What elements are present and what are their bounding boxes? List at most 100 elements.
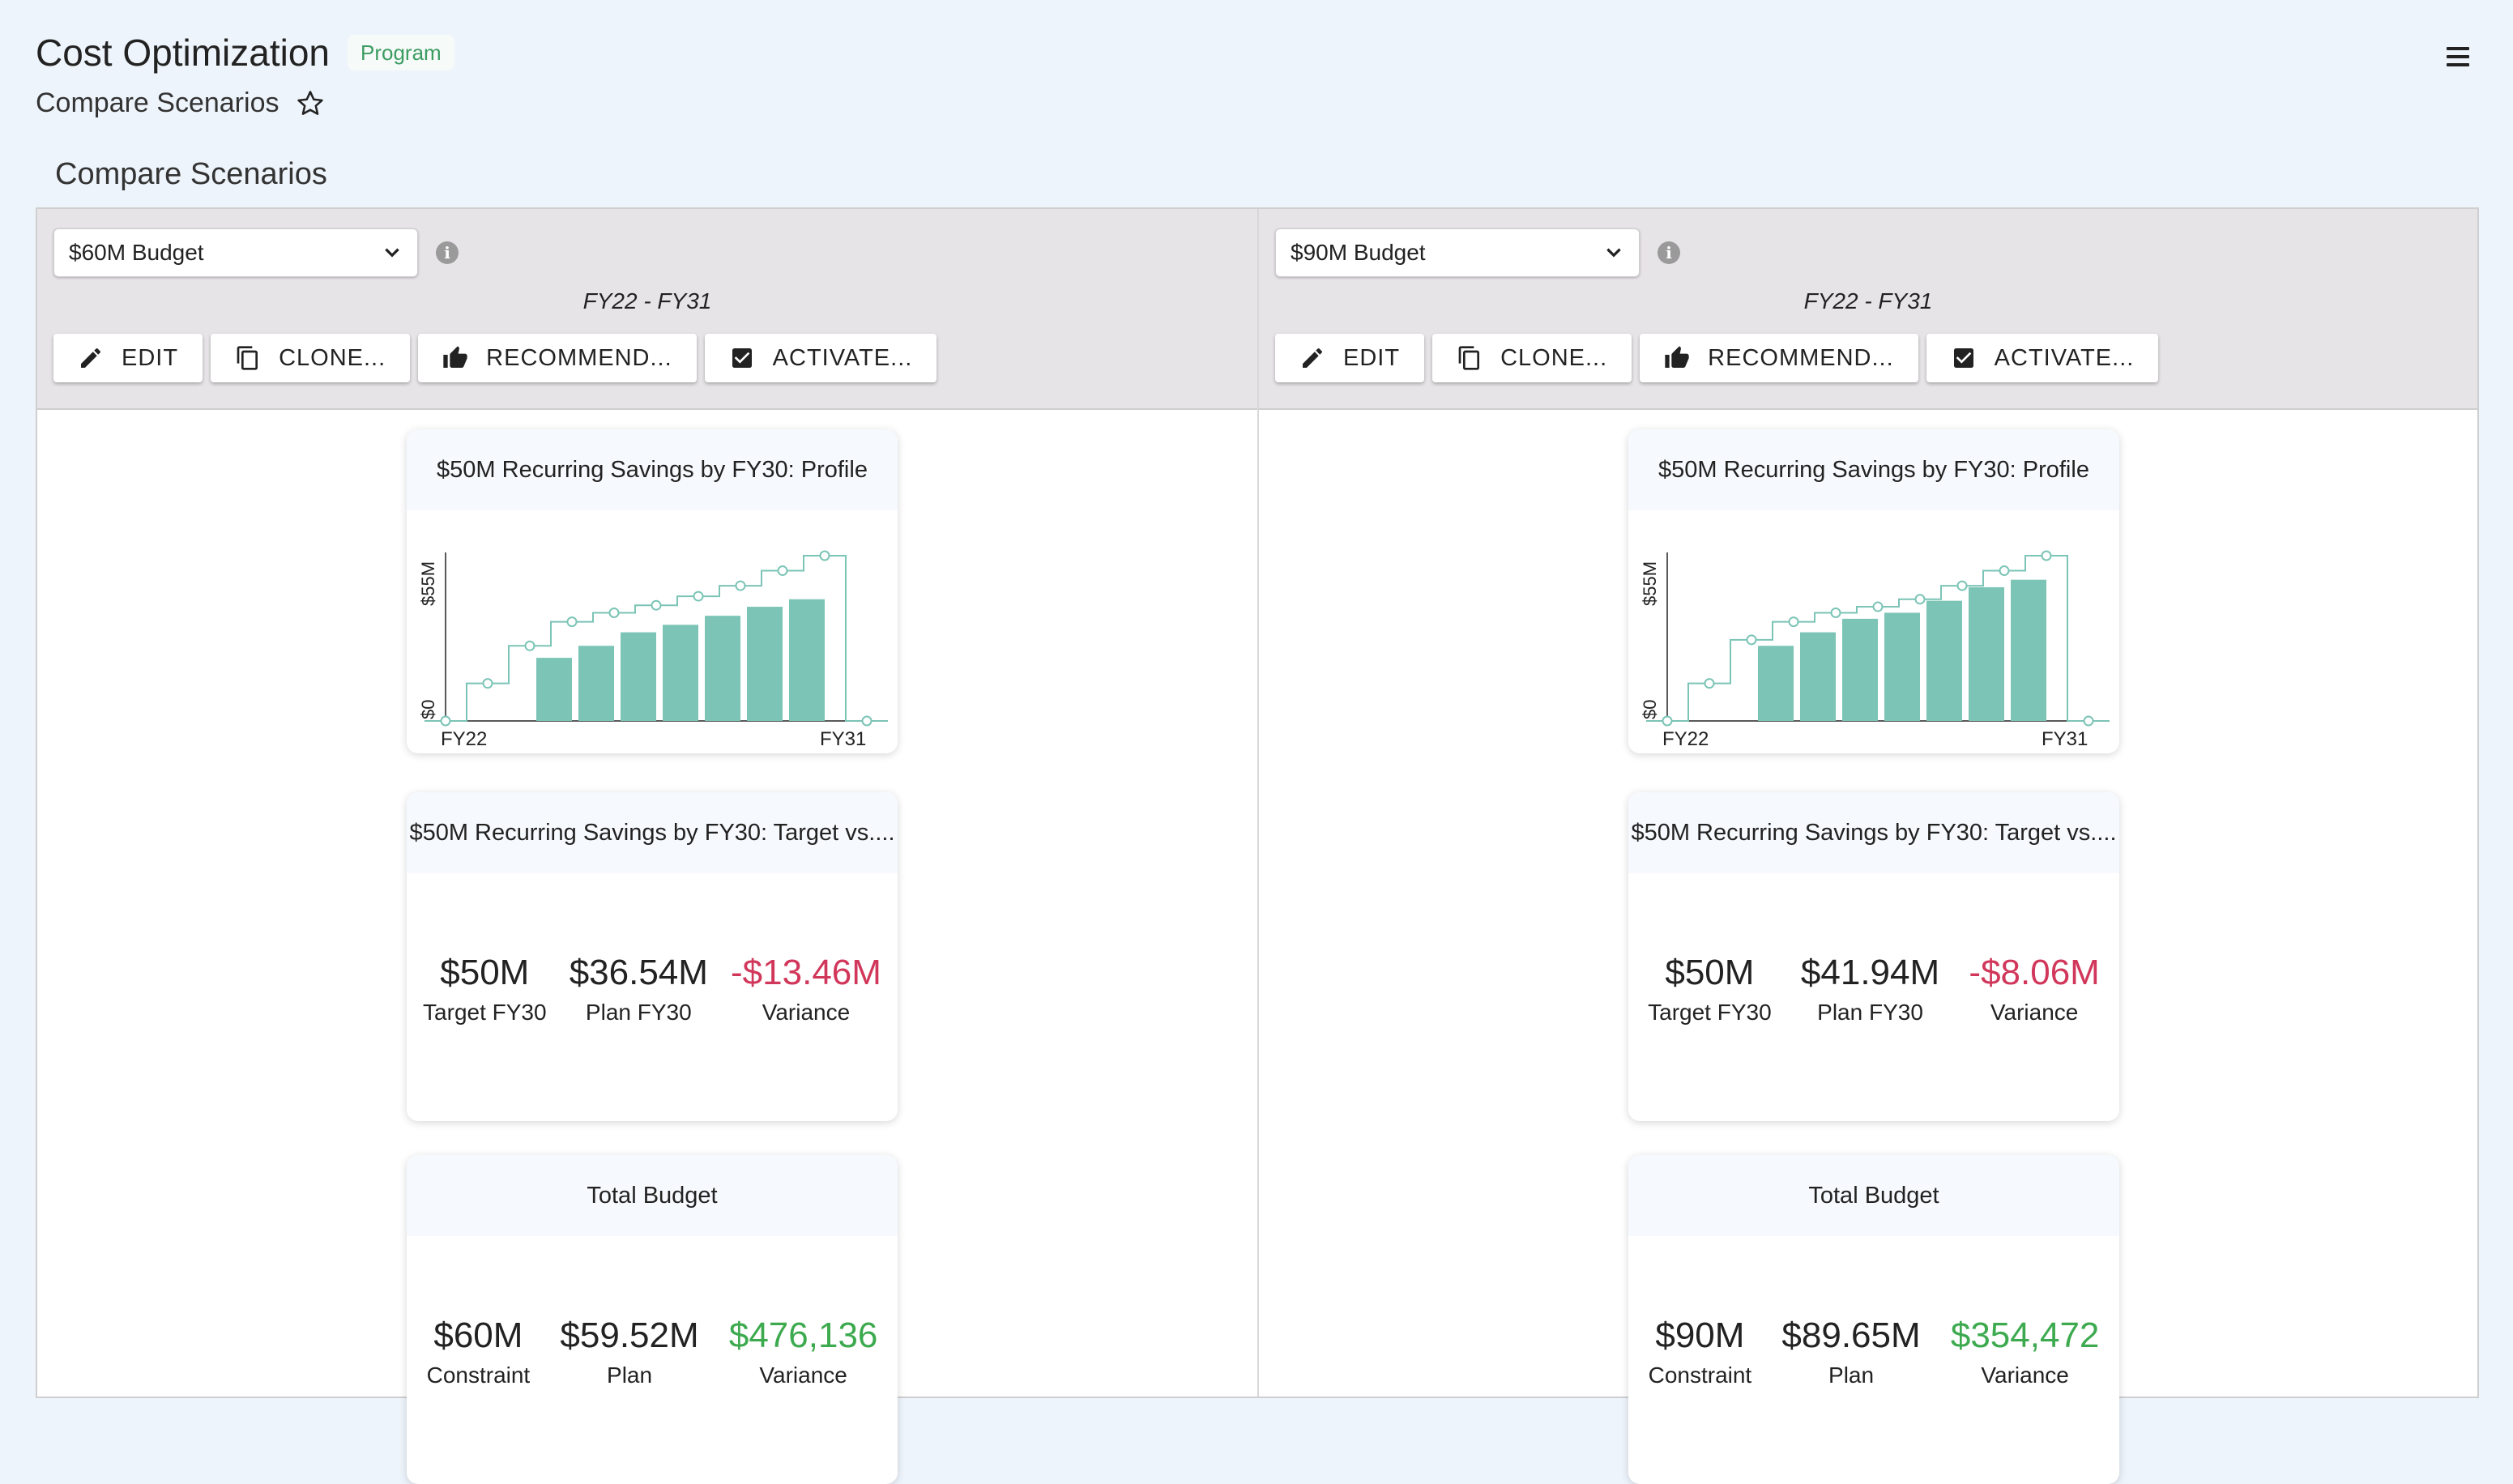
clone-button[interactable]: CLONE... [1432,334,1632,382]
edit-button-label: EDIT [1343,344,1401,371]
kpi-value: $50M [1665,953,1755,992]
favorite-star-icon[interactable] [295,88,326,119]
kpi-label: Variance [1990,1000,2079,1025]
scenario-select-value: $90M Budget [1291,240,1426,265]
kpi-value: $476,136 [728,1316,878,1355]
profile-chart: $0 $55M FY22 FY31 [418,550,888,750]
x-tick-label: FY22 [441,728,487,750]
edit-button[interactable]: EDIT [53,334,203,382]
kpi-variance: -$8.06M Variance [1969,953,2099,1026]
kpi-target: $50M Target FY30 [423,953,547,1026]
activate-button[interactable]: ACTIVATE... [1926,334,2159,382]
chevron-down-icon [1606,248,1621,258]
page-subtitle: Compare Scenarios [36,87,279,118]
menu-icon[interactable] [2447,47,2469,66]
copy-icon [237,346,258,370]
clone-button-label: CLONE... [279,344,386,371]
chart-bar [536,658,572,721]
chart-bar [663,625,698,721]
activate-button[interactable]: ACTIVATE... [704,334,937,382]
x-tick-label: FY31 [2042,728,2088,750]
kpi-label: Variance [759,1362,847,1388]
kpi-value: $50M [440,953,530,992]
target-card-title: $50M Recurring Savings by FY30: Target v… [1628,792,2119,873]
profile-chart-card: $50M Recurring Savings by FY30: Profile … [407,429,898,753]
target-point [1704,678,1715,689]
budget-card-title: Total Budget [407,1155,898,1236]
target-point [1872,601,1884,612]
scenario-select[interactable]: $60M Budget [53,228,418,277]
chart-bar [1842,618,1878,721]
activate-button-label: ACTIVATE... [1994,344,2135,371]
chart-bar [1926,600,1962,721]
target-point [693,591,704,602]
total-budget-card: Total Budget $60M Constraint $59.52M Pla… [407,1155,898,1484]
recommend-button[interactable]: RECOMMEND... [418,334,697,382]
target-point [735,580,746,591]
kpi-constraint: $60M Constraint [427,1316,531,1388]
scenario-column-right: $90M Budget i FY22 - FY31 EDIT CLONE... … [1257,209,2477,1484]
target-point [1956,580,1968,591]
recommend-button[interactable]: RECOMMEND... [1640,334,1918,382]
activate-button-label: ACTIVATE... [772,344,913,371]
kpi-label: Constraint [1648,1362,1752,1388]
kpi-value: $90M [1655,1316,1745,1355]
fiscal-range: FY22 - FY31 [582,288,712,313]
thumbs-up-icon [443,346,467,368]
edit-button[interactable]: EDIT [1275,334,1425,382]
section-title: Compare Scenarios [55,157,327,191]
kpi-value: $36.54M [569,953,708,992]
target-point [1746,634,1757,646]
kpi-value: $59.52M [560,1316,699,1355]
target-point [440,715,451,727]
kpi-value: $41.94M [1800,953,1940,992]
target-point [777,565,788,577]
target-vs-plan-card: $50M Recurring Savings by FY30: Target v… [1628,792,2119,1121]
kpi-label: Plan FY30 [585,1000,692,1025]
target-point [2041,550,2052,561]
pencil-icon [1303,348,1322,368]
kpi-constraint: $90M Constraint [1649,1316,1752,1388]
fiscal-range: FY22 - FY31 [1803,288,1933,313]
chart-bar [1758,646,1794,721]
chart-bar [789,599,825,721]
x-tick-label: FY31 [820,728,866,750]
info-icon[interactable]: i [1658,241,1680,264]
target-point [608,607,620,618]
chart-bar [1884,612,1920,721]
pencil-icon [81,348,100,368]
total-budget-card: Total Budget $90M Constraint $89.65M Pla… [1628,1155,2119,1484]
target-point [861,715,873,727]
scenario-select-value: $60M Budget [69,240,204,265]
target-point [1830,607,1841,618]
target-point [566,616,578,628]
y-tick-label: $55M [1640,561,1660,606]
scenario-column-left: $60M Budget i FY22 - FY31 EDIT CLONE... … [37,209,1257,1484]
target-point [1999,565,2010,577]
chart-bar [1969,586,2004,721]
target-point [651,599,662,611]
kpi-value: $89.65M [1781,1316,1921,1355]
kpi-plan: $59.52M Plan [560,1316,698,1388]
target-point [2083,715,2094,727]
kpi-label: Variance [1981,1362,2069,1388]
target-point [482,678,493,689]
scenario-header: $90M Budget i FY22 - FY31 EDIT CLONE... … [1259,209,2477,410]
kpi-label: Plan [1828,1362,1875,1388]
info-icon[interactable]: i [436,241,459,264]
target-point [1914,594,1926,605]
kpi-label: Plan FY30 [1817,1000,1923,1025]
page-header: Cost Optimization Program Compare Scenar… [36,31,454,119]
target-point [1662,715,1673,727]
chart-bar [2011,579,2046,721]
scenario-select[interactable]: $90M Budget [1275,228,1640,277]
kpi-label: Target FY30 [423,1000,547,1025]
chart-bar [705,616,740,721]
target-point [819,550,830,561]
kpi-value: -$8.06M [1969,953,2100,992]
chart-bar [1800,632,1836,721]
clone-button[interactable]: CLONE... [211,334,411,382]
kpi-target: $50M Target FY30 [1648,953,1772,1026]
kpi-label: Target FY30 [1648,1000,1772,1025]
y-tick-label: $55M [418,561,438,606]
